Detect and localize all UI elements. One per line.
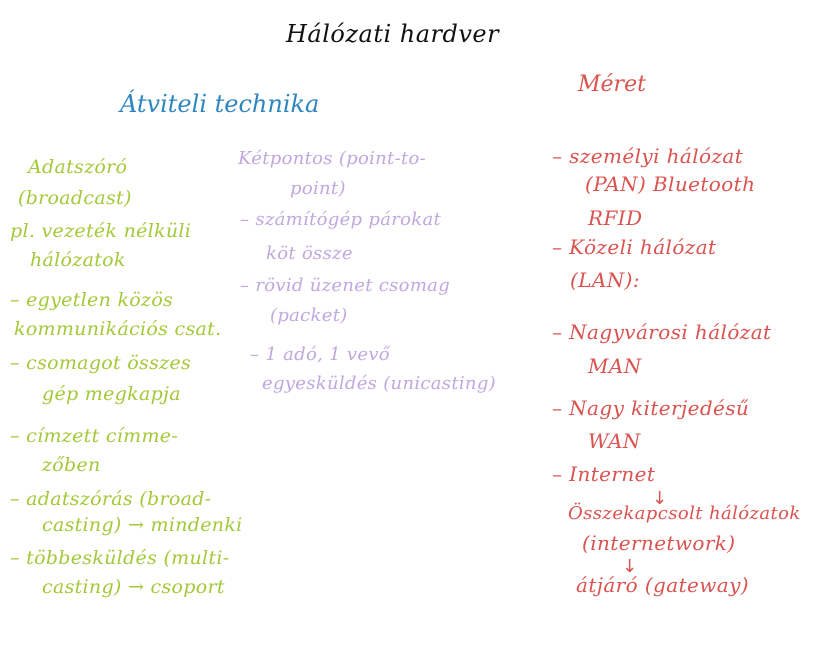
down-arrow-icon: ↓ [622,556,638,577]
red-line: (internetwork) [582,531,736,555]
red-line: – Internet [552,462,656,486]
red-line: MAN [588,354,642,378]
green-line: casting) → mindenki [42,514,243,536]
green-line: – egyetlen közös [10,289,174,311]
purple-line: – rövid üzenet csomag [240,275,451,296]
transmission-heading: Átviteli technika [120,90,320,118]
red-line: – személyi hálózat [552,144,744,168]
purple-line: (packet) [270,305,348,326]
green-line: casting) → csoport [42,576,225,598]
green-line: kommunikációs csat. [14,318,222,340]
purple-line: Kétpontos (point-to- [238,148,427,169]
green-line: zőben [42,454,101,476]
green-line: hálózatok [30,249,126,271]
green-line: Adatszóró [28,156,128,178]
red-line: Összekapcsolt hálózatok [568,503,801,524]
page-title: Hálózati hardver [286,20,500,48]
purple-line: – számítógép párokat [240,209,442,230]
green-line: – címzett címme- [10,425,179,447]
red-line: – Közeli hálózat [552,235,717,259]
red-line: – Nagy kiterjedésű [552,396,750,420]
down-arrow-icon: ↓ [652,488,668,509]
purple-line: point) [290,178,346,199]
red-line: RFID [588,206,643,230]
green-line: (broadcast) [18,187,132,209]
red-line: átjáró (gateway) [576,573,749,597]
purple-line: köt össze [266,243,353,264]
purple-line: egyesküldés (unicasting) [262,373,496,394]
red-line: – Nagyvárosi hálózat [552,320,772,344]
green-line: – többesküldés (multi- [10,547,230,569]
size-heading: Méret [578,72,646,97]
purple-line: – 1 adó, 1 vevő [250,344,390,365]
red-line: WAN [588,429,641,453]
red-line: (PAN) Bluetooth [585,172,756,196]
green-line: – csomagot összes [10,352,192,374]
green-line: pl. vezeték nélküli [10,220,192,242]
green-line: gép megkapja [42,383,181,405]
green-line: – adatszórás (broad- [10,488,212,510]
red-line: (LAN): [570,268,640,292]
